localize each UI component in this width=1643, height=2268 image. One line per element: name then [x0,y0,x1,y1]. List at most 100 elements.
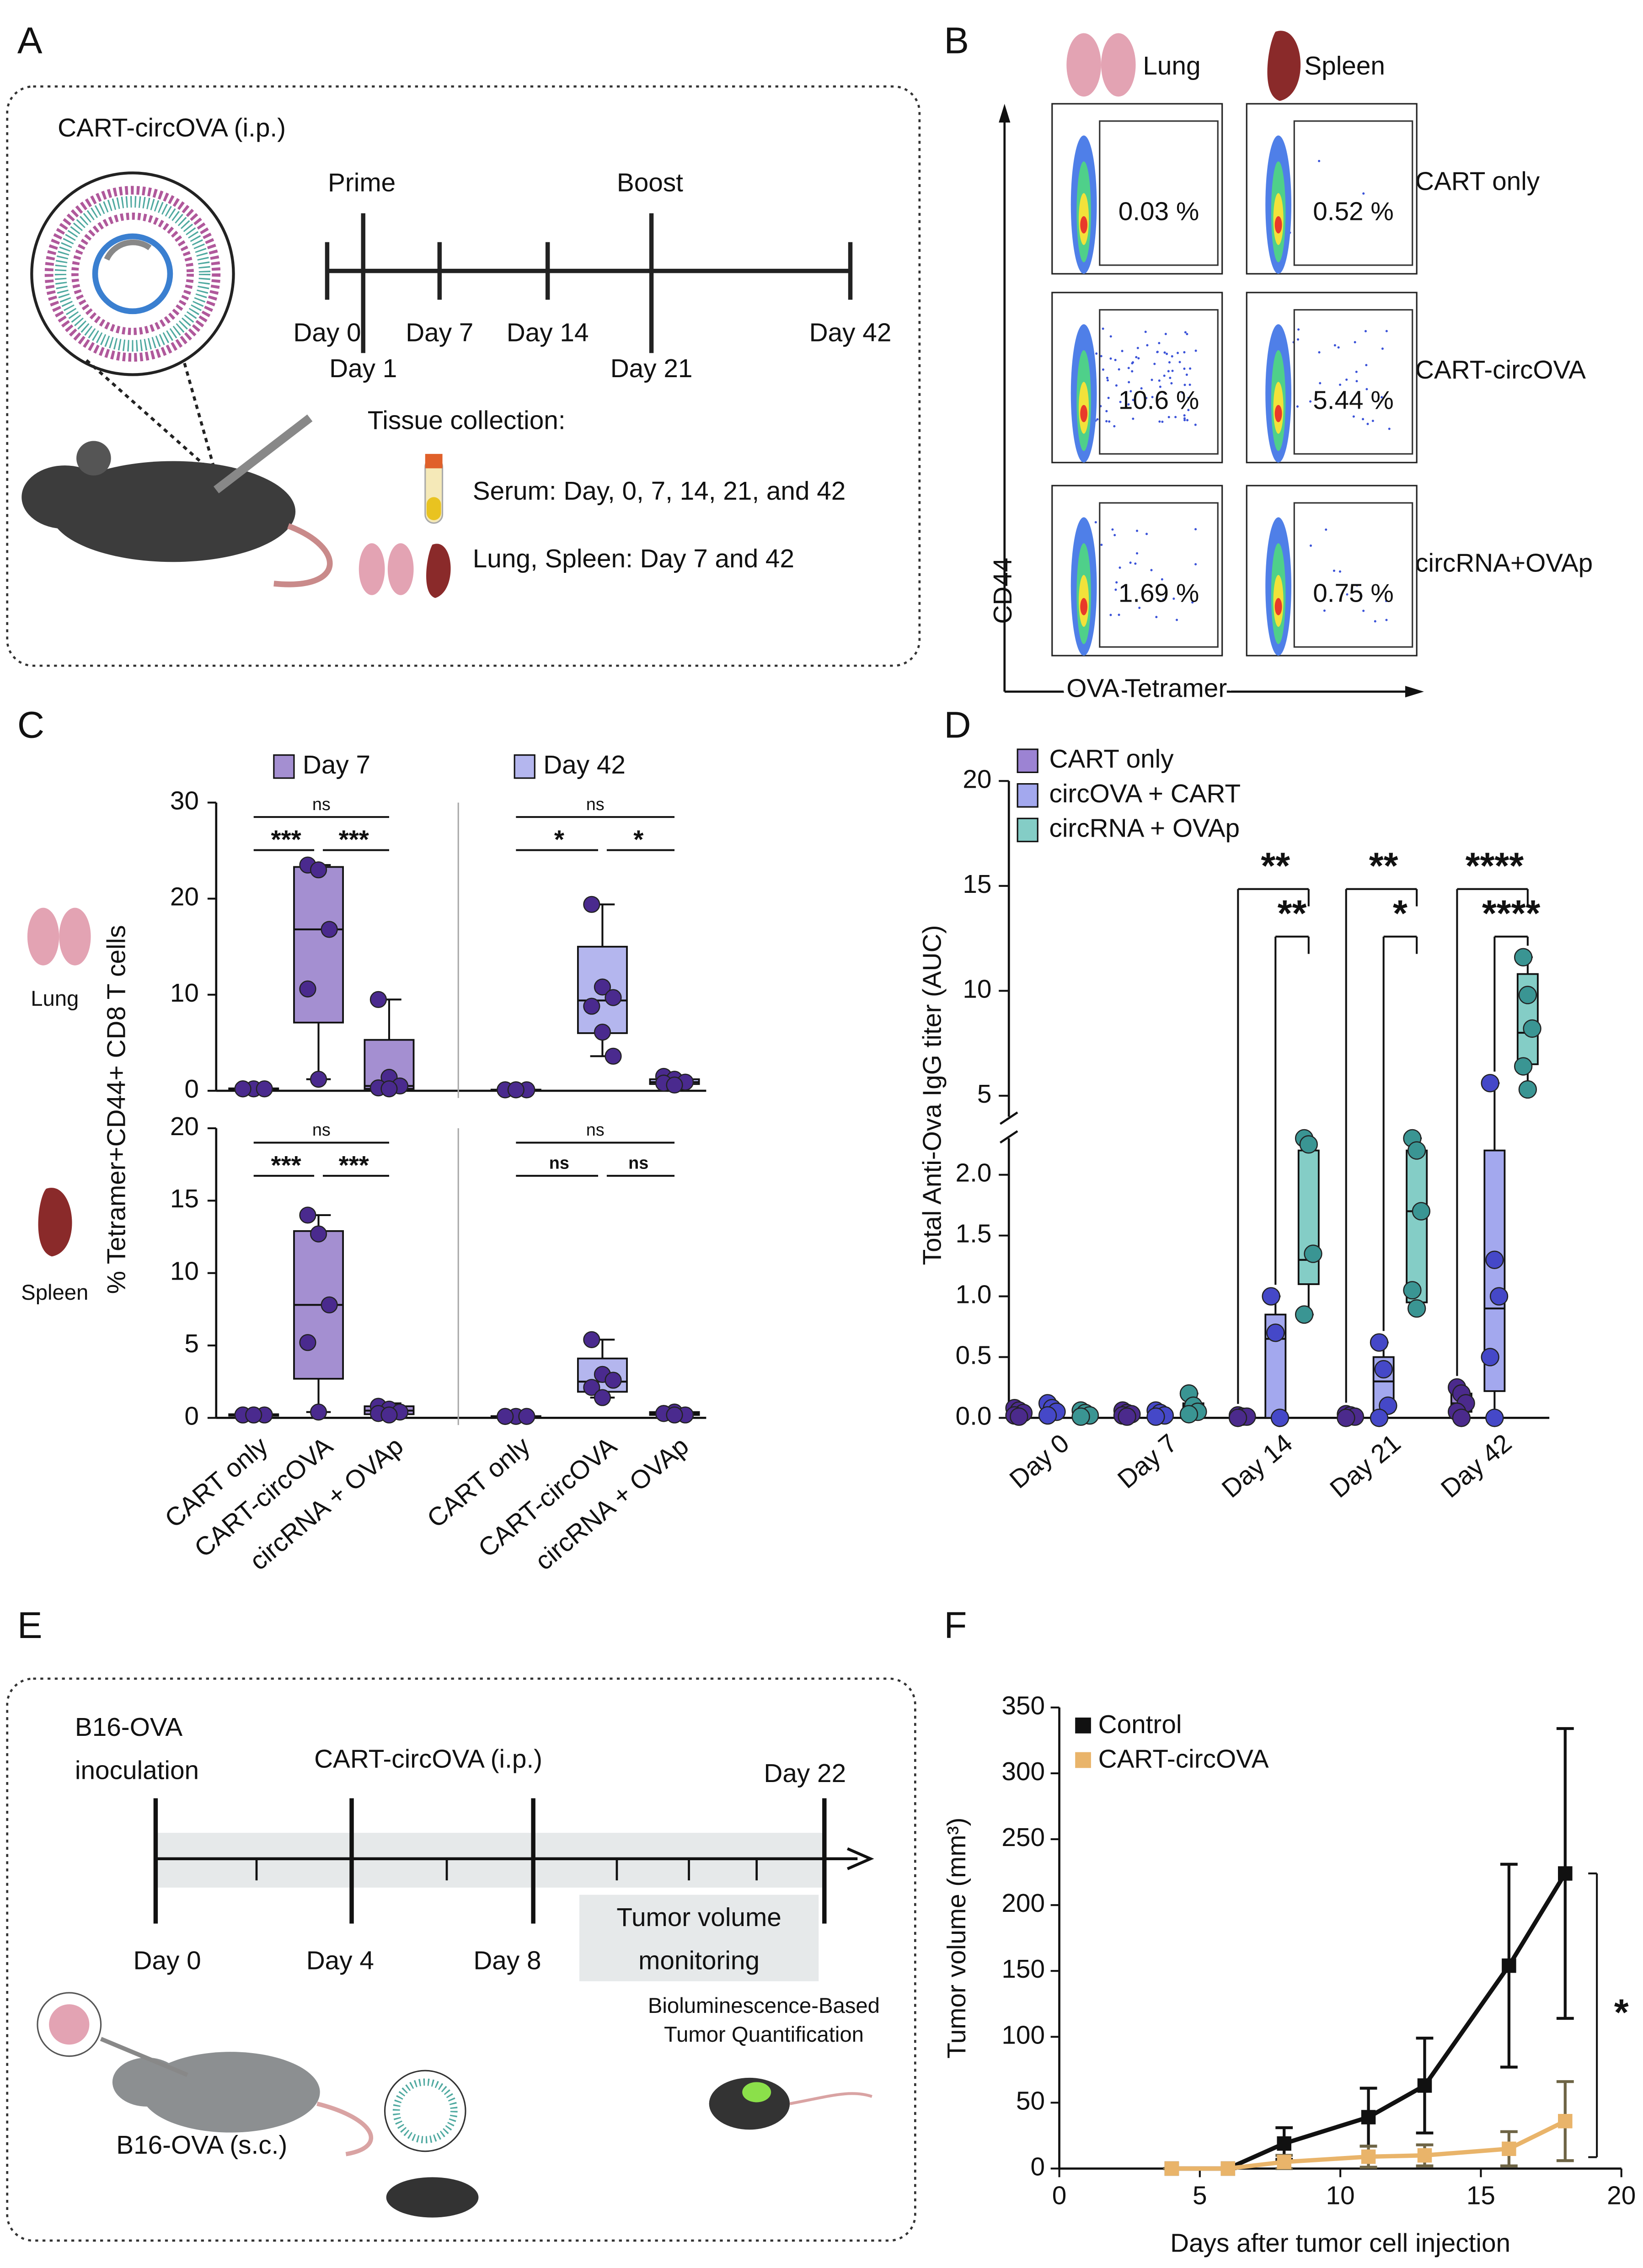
gate [1099,502,1219,648]
event-dot [1150,569,1153,571]
data-point [583,998,600,1015]
event-dot [1172,598,1175,600]
event-dot [1121,586,1124,588]
x-axis-label: Days after tumor cell injection [1170,2229,1510,2257]
x-tick-label: Day 21 [1325,1429,1406,1504]
monitoring-label: monitoring [638,1947,760,1975]
data-point [369,991,387,1008]
inoculation-label: inoculation [75,1756,199,1785]
event-dot [1161,421,1164,423]
event-dot [1129,561,1132,564]
data-point [1452,1409,1471,1427]
y-tick-label: 20 [963,765,991,794]
event-dot [1135,356,1138,358]
significance-label: *** [271,1151,302,1180]
event-dot [1183,384,1186,386]
gate-percent: 10.6 % [1119,386,1199,415]
event-dot [1183,351,1186,354]
lung-icon [27,907,91,966]
legend-swatch [1017,783,1038,808]
event-dot [1102,368,1105,371]
y-tick-label: 2.0 [956,1159,992,1188]
panel-label: F [944,1605,967,1646]
data-point [299,1334,316,1351]
event-dot [1144,331,1147,333]
event-dot [1127,403,1130,406]
y-tick-label: 0 [1030,2152,1045,2181]
significance-label: *** [339,1151,369,1180]
event-dot [1109,357,1112,360]
event-dot [1309,400,1312,403]
organ-label: Lung, Spleen: Day 7 and 42 [473,544,794,573]
box [293,866,344,1024]
event-dot [1333,344,1336,347]
event-dot [1170,382,1173,384]
y-tick-label: 300 [1001,1757,1045,1786]
event-dot [1318,351,1321,354]
event-dot [1113,425,1116,427]
data-point [1146,1407,1165,1426]
y-tick-label: 0.5 [956,1341,992,1370]
column-label: Lung [1143,52,1200,80]
x-tick-label: 10 [1326,2181,1355,2210]
event-dot [1106,379,1109,382]
event-dot [1183,414,1186,417]
event-dot [1151,379,1153,381]
day-label: Day 1 [329,354,397,383]
event-dot [1119,400,1122,403]
event-dot [1166,352,1168,355]
quantification-label: Tumor Quantification [664,2023,864,2047]
gate [1293,120,1413,266]
y-tick-label: 50 [1016,2087,1045,2115]
event-dot [1095,352,1098,355]
event-dot [1362,418,1365,421]
legend-swatch [273,754,295,779]
event-dot [1318,160,1321,162]
data-point [1412,1202,1431,1221]
row-label: Spleen [21,1281,88,1305]
event-dot [1096,418,1099,421]
event-dot [1155,616,1158,619]
gate-percent: 0.03 % [1119,197,1199,226]
data-point [310,1403,327,1421]
y-tick-label: 100 [1001,2021,1045,2049]
event-dot [1108,420,1111,423]
data-point [1481,1074,1499,1093]
data-point [1010,1407,1028,1426]
data-point [310,1071,327,1088]
y-axis-label: Tumor volume (mm³) [942,1818,971,2059]
data-point [605,989,622,1006]
event-dot [1118,368,1120,371]
significance-label: * [1393,893,1408,934]
data-point [605,1371,622,1389]
axis-break [1000,1111,1018,1125]
inoculation-label: B16-OVA [75,1713,183,1742]
panel-label: E [17,1605,43,1646]
gate-percent: 5.44 % [1313,386,1394,415]
data-point [1038,1406,1057,1425]
event-dot [1111,528,1114,531]
event-dot [1186,333,1188,336]
data-point [583,1379,600,1396]
data-point [1408,1141,1426,1160]
row-label: CART only [1415,167,1540,196]
event-dot [1360,595,1363,598]
y-tick-label: 10 [963,975,991,1003]
panel-label: A [17,20,43,61]
y-tick-label: 150 [1001,1955,1045,1984]
data-point [1299,1135,1318,1154]
event-dot [1183,368,1186,370]
x-tick-label: Day 42 [1436,1429,1517,1504]
marker [1164,2161,1179,2176]
data-point [310,861,327,879]
y-tick-label: 200 [1001,1889,1045,1918]
event-dot [1177,352,1179,354]
event-dot [1151,396,1154,399]
x-tick-label: Day 0 [1004,1429,1075,1494]
boost-label: Boost [617,168,683,197]
event-dot [1132,417,1135,420]
box [1406,1149,1428,1303]
gate-percent: 0.52 % [1313,197,1394,226]
